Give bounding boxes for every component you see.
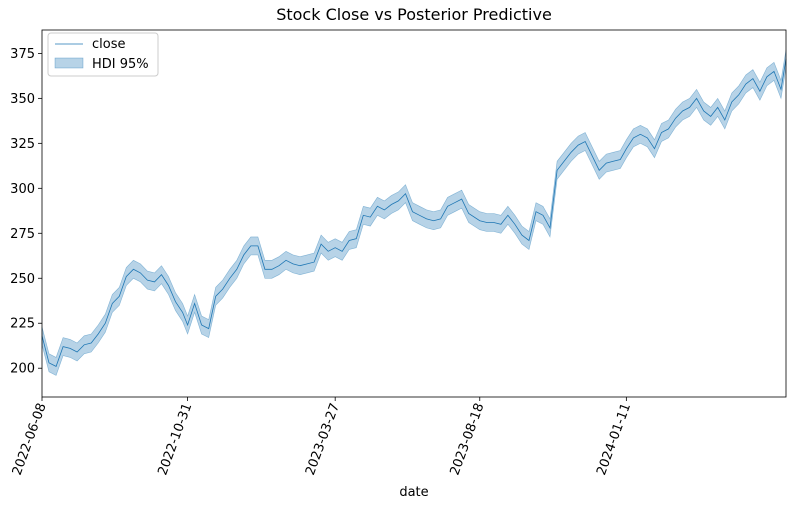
legend-hdi-swatch: [54, 57, 84, 69]
close-line: [41, 58, 787, 367]
y-axis: 200 225 250 275 300 325 350 375: [10, 47, 42, 377]
axes-frame: [41, 29, 787, 398]
legend-close-label: close: [92, 37, 125, 52]
x-axis: 2022-06-08 2022-10-31 2023-03-27 2023-08-18…: [10, 397, 634, 477]
y-tick-label: 200: [10, 362, 35, 377]
x-tick-label: 2022-06-08: [10, 401, 50, 477]
y-tick-label: 300: [10, 182, 35, 197]
y-tick-label: 325: [10, 137, 35, 152]
x-tick-label: 2023-08-18: [448, 401, 488, 477]
y-tick-label: 250: [10, 272, 35, 287]
y-tick-label: 375: [10, 47, 35, 62]
chart-title: Stock Close vs Posterior Predictive: [276, 5, 552, 24]
legend-hdi-label: HDI 95%: [92, 57, 149, 72]
y-tick-label: 225: [10, 317, 35, 332]
y-tick-label: 275: [10, 227, 35, 242]
x-tick-label: 2022-10-31: [155, 401, 195, 477]
legend: close HDI 95%: [47, 32, 159, 77]
x-tick-label: 2024-01-11: [594, 401, 634, 477]
x-axis-label: date: [399, 485, 428, 500]
x-tick-label: 2023-03-27: [303, 401, 343, 477]
plot-area: [41, 29, 787, 398]
y-tick-label: 350: [10, 92, 35, 107]
